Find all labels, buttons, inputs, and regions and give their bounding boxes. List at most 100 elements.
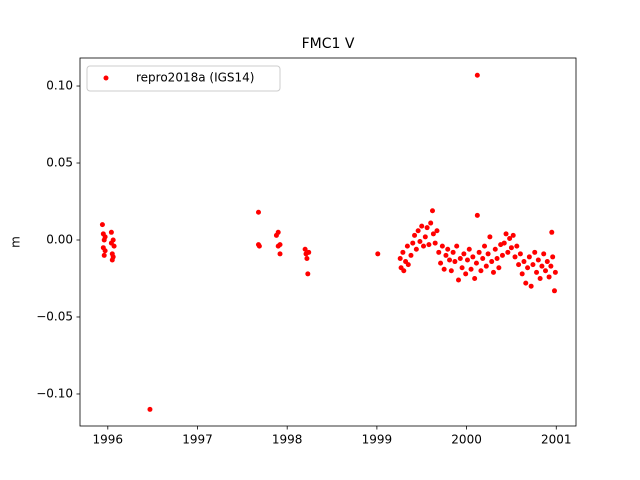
data-point (441, 266, 447, 272)
data-point (473, 260, 479, 266)
data-point (421, 243, 427, 249)
data-point (478, 268, 484, 274)
data-point (430, 231, 436, 237)
data-point (305, 271, 311, 277)
data-point (400, 249, 406, 255)
x-tick-label: 2000 (451, 433, 482, 447)
data-point (483, 263, 489, 269)
data-point (489, 259, 495, 265)
data-point (532, 249, 538, 255)
data-point (472, 275, 478, 281)
data-point (306, 249, 312, 255)
data-point (519, 271, 525, 277)
data-point (101, 252, 107, 258)
data-point (494, 255, 500, 261)
x-tick-label: 2001 (541, 433, 572, 447)
legend-label: repro2018a (IGS14) (136, 71, 254, 85)
data-point (457, 255, 463, 261)
x-tick-label: 1997 (182, 433, 213, 447)
data-point (505, 249, 511, 255)
data-point (480, 255, 486, 261)
data-point (543, 268, 549, 274)
data-point (528, 283, 534, 289)
data-point (448, 268, 454, 274)
data-point (499, 252, 505, 258)
data-point (539, 263, 545, 269)
data-point (526, 254, 532, 260)
data-point (466, 246, 472, 252)
data-point (405, 262, 411, 268)
data-point (426, 242, 432, 248)
chart-title: FMC1 V (302, 36, 355, 52)
data-point (548, 263, 554, 269)
y-tick-label: 0.05 (46, 156, 73, 170)
data-point (432, 240, 438, 246)
data-point (490, 269, 496, 275)
data-point (517, 251, 523, 257)
data-point (508, 245, 514, 251)
data-point (549, 229, 555, 235)
x-tick-label: 1999 (362, 433, 393, 447)
data-point (507, 235, 513, 241)
data-point (456, 277, 462, 283)
data-point (516, 262, 522, 268)
data-point (474, 72, 480, 78)
legend-marker (103, 75, 109, 81)
data-point (534, 269, 540, 275)
data-point (487, 234, 493, 240)
data-point (468, 266, 474, 272)
data-point (410, 240, 416, 246)
data-point (436, 249, 442, 255)
data-point (147, 406, 153, 412)
data-point (434, 228, 440, 234)
y-tick-label: −0.10 (36, 386, 73, 400)
data-point (512, 254, 518, 260)
data-point (463, 271, 469, 277)
y-tick-label: 0.10 (46, 79, 73, 93)
data-point (397, 255, 403, 261)
data-point (461, 251, 467, 257)
data-point (476, 249, 482, 255)
data-point (452, 259, 458, 265)
x-tick-label: 1996 (93, 433, 124, 447)
data-point (454, 243, 460, 249)
data-point (401, 268, 407, 274)
y-tick-label: −0.05 (36, 309, 73, 323)
data-point (470, 254, 476, 260)
data-point (450, 249, 456, 255)
data-point (541, 251, 547, 257)
data-point (277, 251, 283, 257)
data-point (412, 232, 418, 238)
data-point (535, 257, 541, 263)
data-point (110, 254, 116, 260)
data-point (459, 265, 465, 271)
data-point (443, 252, 449, 258)
data-point (550, 254, 556, 260)
data-point (255, 209, 261, 215)
y-axis-label: m (9, 236, 23, 248)
data-point (404, 243, 410, 249)
data-point (302, 246, 308, 252)
data-point (439, 243, 445, 249)
data-point (514, 243, 520, 249)
data-point (521, 259, 527, 265)
data-point (552, 269, 558, 275)
data-point (503, 231, 509, 237)
data-point (429, 208, 435, 214)
data-point (408, 252, 414, 258)
data-point (447, 257, 453, 263)
data-point (544, 259, 550, 265)
data-point (102, 234, 108, 240)
data-point (525, 265, 531, 271)
data-point (464, 257, 470, 263)
data-point (415, 228, 421, 234)
data-point (277, 242, 283, 248)
data-point (422, 234, 428, 240)
data-point (417, 239, 423, 245)
x-tick-label: 1998 (272, 433, 303, 447)
data-point (501, 240, 507, 246)
plot-frame (79, 57, 577, 427)
data-point (510, 232, 516, 238)
